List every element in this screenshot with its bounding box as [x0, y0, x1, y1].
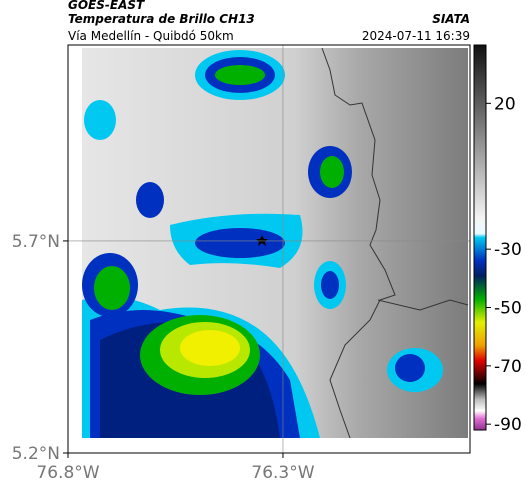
colorbar-tick-label: -50: [494, 299, 522, 319]
subtitle: Vía Medellín - Quibdó 50km: [68, 29, 234, 43]
colorbar-tick-label: -70: [494, 357, 522, 377]
header: GOES-EAST Temperatura de Brillo CH13 Vía…: [68, 0, 470, 43]
colorbar-tick-label: -30: [494, 240, 522, 260]
y-tick-label: 5.7°N: [12, 232, 60, 252]
y-tick-label: 5.2°N: [12, 444, 60, 464]
imagery: [68, 45, 470, 453]
location-marker: [256, 235, 268, 246]
title: Temperatura de Brillo CH13: [68, 12, 255, 26]
datetime: 2024-07-11 16:39: [362, 29, 470, 43]
x-tick-label: 76.8°W: [36, 463, 99, 483]
colorbar-tick-label: 20: [494, 94, 516, 114]
map-frame: [67, 44, 471, 454]
agency: SIATA: [432, 12, 470, 26]
colorbar-tick-label: -90: [494, 415, 522, 435]
colorbar: [473, 44, 487, 431]
source: GOES-EAST: [68, 0, 145, 12]
x-tick-label: 76.3°W: [251, 463, 314, 483]
borders: [321, 47, 469, 439]
